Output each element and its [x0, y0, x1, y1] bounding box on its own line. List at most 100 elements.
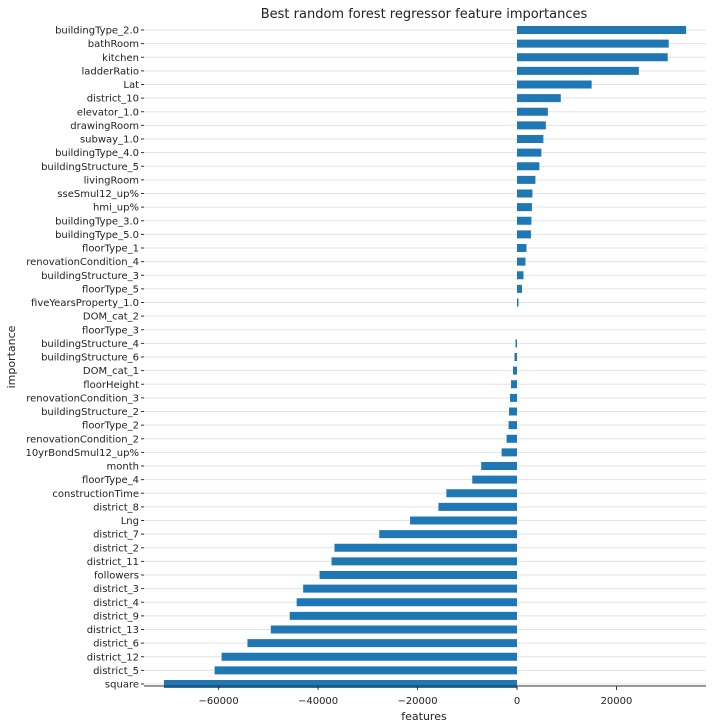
y-tick-label: month [107, 462, 139, 473]
bar [517, 244, 527, 252]
bar [513, 366, 518, 375]
bar [517, 26, 687, 34]
y-tick-label: bathRoom [88, 39, 139, 50]
bar [501, 448, 518, 457]
bar [517, 39, 669, 48]
bar [472, 475, 518, 484]
bar [514, 353, 518, 361]
x-tick-label: −40000 [298, 696, 338, 707]
bar [517, 94, 561, 103]
bar [296, 598, 518, 607]
y-tick-labels: buildingType_2.0 bathRoom kitchen ladderRat… [25, 26, 144, 691]
bar [517, 175, 536, 184]
bar [331, 557, 518, 566]
bar [517, 271, 524, 280]
bar [319, 571, 518, 579]
bar [221, 652, 518, 661]
y-tick-label: buildingStructure_5 [41, 162, 139, 173]
bar [506, 434, 518, 443]
y-tick-label: sseSmul12_up% [57, 189, 139, 200]
bar [517, 284, 522, 293]
bar [515, 339, 518, 348]
y-tick-label: hmi_up% [93, 203, 139, 214]
y-tick-label: Lat [123, 80, 139, 91]
y-tick-label: ladderRatio [81, 66, 139, 77]
bar [517, 107, 548, 116]
y-tick-label: district_6 [93, 639, 139, 650]
y-tick-label: buildingStructure_6 [41, 353, 139, 364]
y-tick-label: buildingType_5.0 [55, 230, 139, 241]
y-tick-label: district_9 [93, 611, 139, 622]
bar [214, 666, 518, 675]
bar [379, 530, 518, 539]
bar [517, 66, 639, 75]
y-tick-label: buildingType_3.0 [55, 216, 139, 227]
y-tick-label: district_3 [93, 584, 139, 595]
bar [510, 393, 518, 402]
x-ticks: −60000 −40000 −20000 0 20000 [199, 686, 632, 707]
y-tick-label: district_12 [87, 652, 139, 663]
y-tick-label: district_10 [87, 94, 139, 105]
y-tick-label: floorType_3 [82, 325, 139, 336]
chart-title: Best random forest regressor feature imp… [261, 7, 588, 22]
bar [511, 380, 518, 389]
y-tick-label: subway_1.0 [80, 135, 139, 146]
y-tick-label: DOM_cat_2 [83, 312, 139, 323]
y-tick-label: buildingType_2.0 [55, 26, 139, 37]
bar [289, 611, 518, 620]
bar [517, 148, 542, 157]
bar [517, 257, 526, 266]
y-tick-label: renovationCondition_2 [26, 434, 139, 445]
bar [517, 230, 531, 239]
bar [481, 462, 518, 470]
bar [517, 121, 546, 130]
y-tick-label: 10yrBondSmul12_up% [25, 448, 139, 459]
bar [270, 625, 518, 634]
y-tick-label: district_5 [93, 666, 139, 677]
bar [517, 53, 668, 62]
y-tick-label: district_2 [93, 543, 139, 554]
y-tick-label: district_4 [93, 598, 139, 609]
x-axis-label: features [401, 710, 447, 723]
gridlines [144, 29, 706, 685]
bar [247, 639, 518, 648]
y-tick-label: buildingStructure_4 [41, 339, 139, 350]
y-tick-label: floorType_5 [82, 284, 139, 295]
y-tick-label: DOM_cat_1 [83, 366, 139, 377]
y-axis-label: importance [5, 325, 18, 388]
y-tick-label: followers [94, 571, 139, 582]
bar [508, 421, 518, 430]
y-tick-label: square [105, 680, 139, 691]
y-tick-label: renovationCondition_4 [26, 257, 139, 268]
y-tick-label: drawingRoom [70, 121, 139, 132]
x-tick-label: −60000 [199, 696, 239, 707]
x-tick-label: −20000 [397, 696, 437, 707]
y-tick-label: buildingStructure_2 [41, 407, 139, 418]
x-tick-label: 0 [514, 696, 520, 707]
y-tick-label: floorType_2 [82, 421, 139, 432]
y-tick-label: floorHeight [83, 380, 139, 391]
bar [517, 80, 592, 89]
y-tick-label: district_11 [87, 557, 139, 568]
y-tick-label: district_13 [87, 625, 139, 636]
bars [163, 26, 687, 688]
y-tick-label: buildingType_4.0 [55, 148, 139, 159]
y-tick-label: floorType_4 [82, 475, 139, 486]
y-tick-label: renovationCondition_3 [26, 393, 139, 404]
bar [517, 135, 544, 143]
bar [517, 298, 519, 307]
y-tick-label: livingRoom [84, 175, 139, 186]
bar [517, 189, 533, 198]
bar [517, 216, 532, 225]
y-tick-label: buildingStructure_3 [41, 271, 139, 282]
y-tick-label: Lng [121, 516, 139, 527]
y-tick-label: district_7 [93, 530, 139, 541]
y-tick-label: constructionTime [52, 489, 139, 500]
bar [509, 407, 518, 416]
bar [446, 489, 518, 498]
bar [410, 516, 518, 525]
bar [163, 680, 518, 688]
y-tick-label: elevator_1.0 [77, 107, 139, 118]
bar [334, 543, 518, 552]
